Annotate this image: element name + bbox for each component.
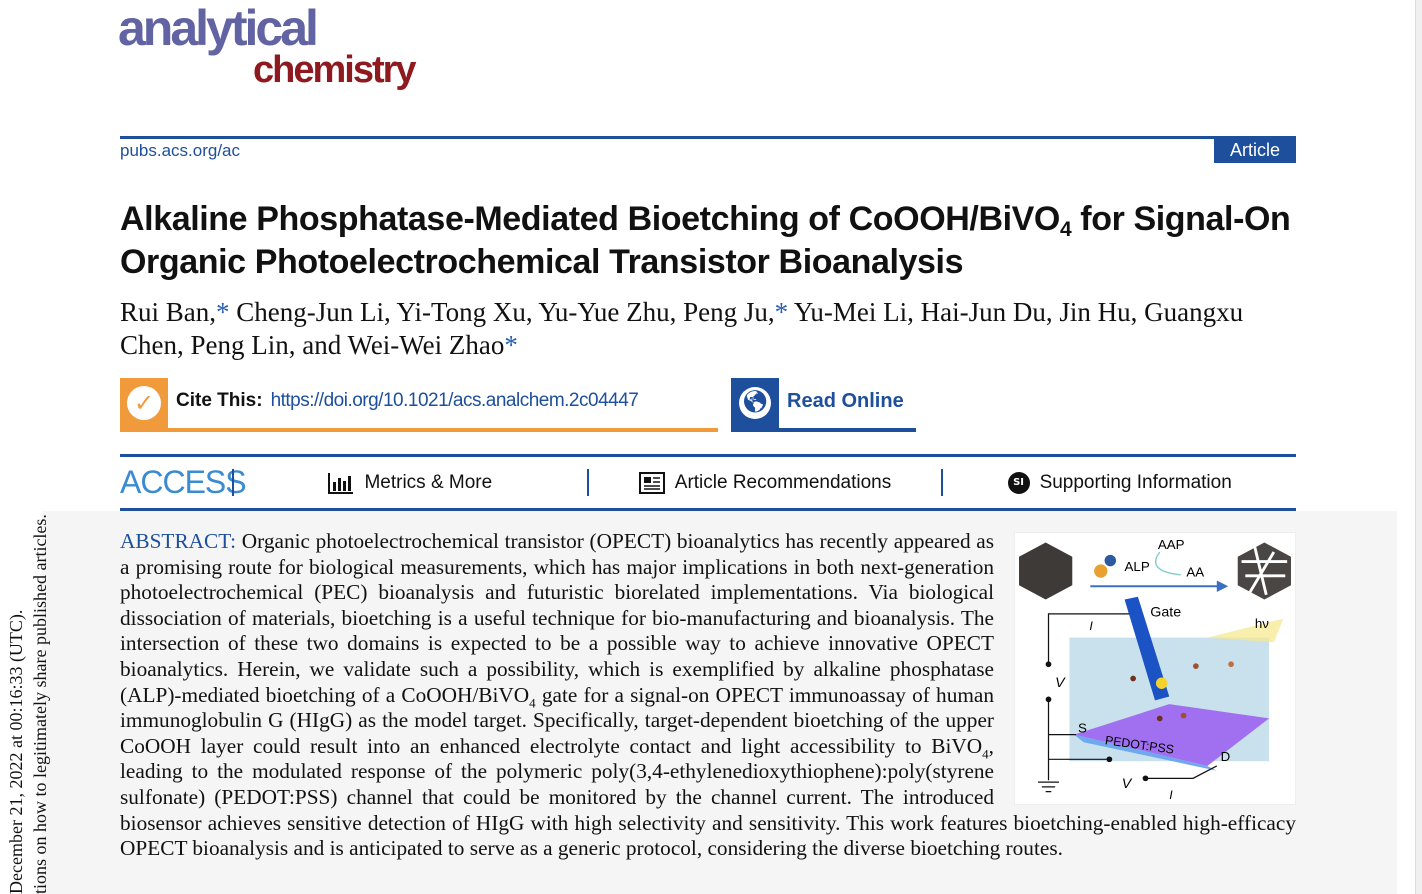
article-recommendations-button[interactable]: Article Recommendations [589, 471, 942, 494]
abstract-heading: ABSTRACT: [120, 529, 237, 553]
id-label: I [1169, 788, 1173, 802]
author-list: Rui Ban,* Cheng-Jun Li, Yi-Tong Xu, Yu-Y… [120, 296, 1296, 362]
scrollbar[interactable] [1415, 0, 1422, 894]
si-icon: SI [1007, 471, 1030, 494]
hexagon-intact [1019, 542, 1073, 600]
divider [941, 469, 944, 496]
corresponding-author-star[interactable]: * [216, 297, 230, 327]
vg-label: V [1055, 675, 1066, 691]
read-online-button[interactable]: 🌎︎ Read Online [731, 378, 916, 432]
drain-label: D [1221, 749, 1231, 764]
header-rule [120, 136, 1296, 139]
author-name[interactable]: Guangxu Chen, [120, 297, 1244, 360]
corresponding-author-star[interactable]: * [504, 330, 518, 360]
cite-row: ✓ Cite This: https://doi.org/10.1021/acs… [120, 378, 1296, 432]
alp-label: ALP [1125, 559, 1150, 574]
author-name[interactable]: Peng Ju, [683, 297, 775, 327]
author-name[interactable]: and Wei-Wei Zhao [302, 330, 505, 360]
checkmark-icon: ✓ [120, 378, 168, 428]
doi-link[interactable]: https://doi.org/10.1021/acs.analchem.2c0… [270, 390, 639, 411]
toc-graphic: ALP AAP AA Gate hν V I S PED [1014, 532, 1296, 805]
newspaper-icon [638, 471, 665, 494]
hexagon-etched [1237, 542, 1291, 600]
access-label: ACCESS [120, 464, 247, 500]
author-name[interactable]: Yi-Tong Xu, [396, 297, 533, 327]
journal-url-link[interactable]: pubs.acs.org/ac [120, 141, 241, 160]
author-name[interactable]: Peng Lin, [190, 330, 296, 360]
ig-label: I [1089, 619, 1093, 633]
author-name[interactable]: Yu-Yue Zhu, [538, 297, 677, 327]
pedot-channel [1074, 704, 1270, 766]
globe-icon: 🌎︎ [731, 378, 779, 428]
access-bar: ACCESS Metrics & More Article Recommenda… [120, 454, 1296, 511]
gate-label: Gate [1150, 605, 1181, 621]
author-name[interactable]: Cheng-Jun Li, [236, 297, 391, 327]
article-title: Alkaline Phosphatase-Mediated Bioetching… [120, 200, 1291, 281]
divider [232, 469, 234, 496]
author-name[interactable]: Hai-Jun Du, [920, 297, 1053, 327]
cite-this-bar: ✓ Cite This: https://doi.org/10.1021/acs… [120, 378, 718, 432]
source-label: S [1078, 721, 1087, 736]
download-notice: December 21, 2022 at 00:16:33 (UTC). tio… [6, 514, 50, 894]
journal-logo[interactable]: analytical chemistry [118, 0, 417, 91]
bar-chart-icon [328, 472, 354, 494]
abstract: ALP AAP AA Gate hν V I S PED [120, 529, 1296, 861]
vd-label: V [1122, 776, 1133, 792]
metrics-more-button[interactable]: Metrics & More [234, 472, 587, 494]
corresponding-author-star[interactable]: * [774, 297, 789, 327]
supporting-information-button[interactable]: SI Supporting Information [943, 471, 1296, 494]
aa-label: AA [1186, 565, 1204, 580]
hv-label: hν [1255, 616, 1269, 631]
author-name[interactable]: Jin Hu, [1059, 297, 1138, 327]
cite-label: Cite This: [176, 390, 263, 411]
article-header: Alkaline Phosphatase-Mediated Bioetching… [120, 198, 1296, 862]
gate-electrode [1124, 596, 1170, 701]
author-name[interactable]: Rui Ban, [120, 297, 217, 327]
author-name[interactable]: Yu-Mei Li, [793, 297, 914, 327]
aap-label: AAP [1158, 537, 1185, 552]
article-type-badge: Article [1214, 138, 1296, 163]
divider [586, 469, 589, 496]
